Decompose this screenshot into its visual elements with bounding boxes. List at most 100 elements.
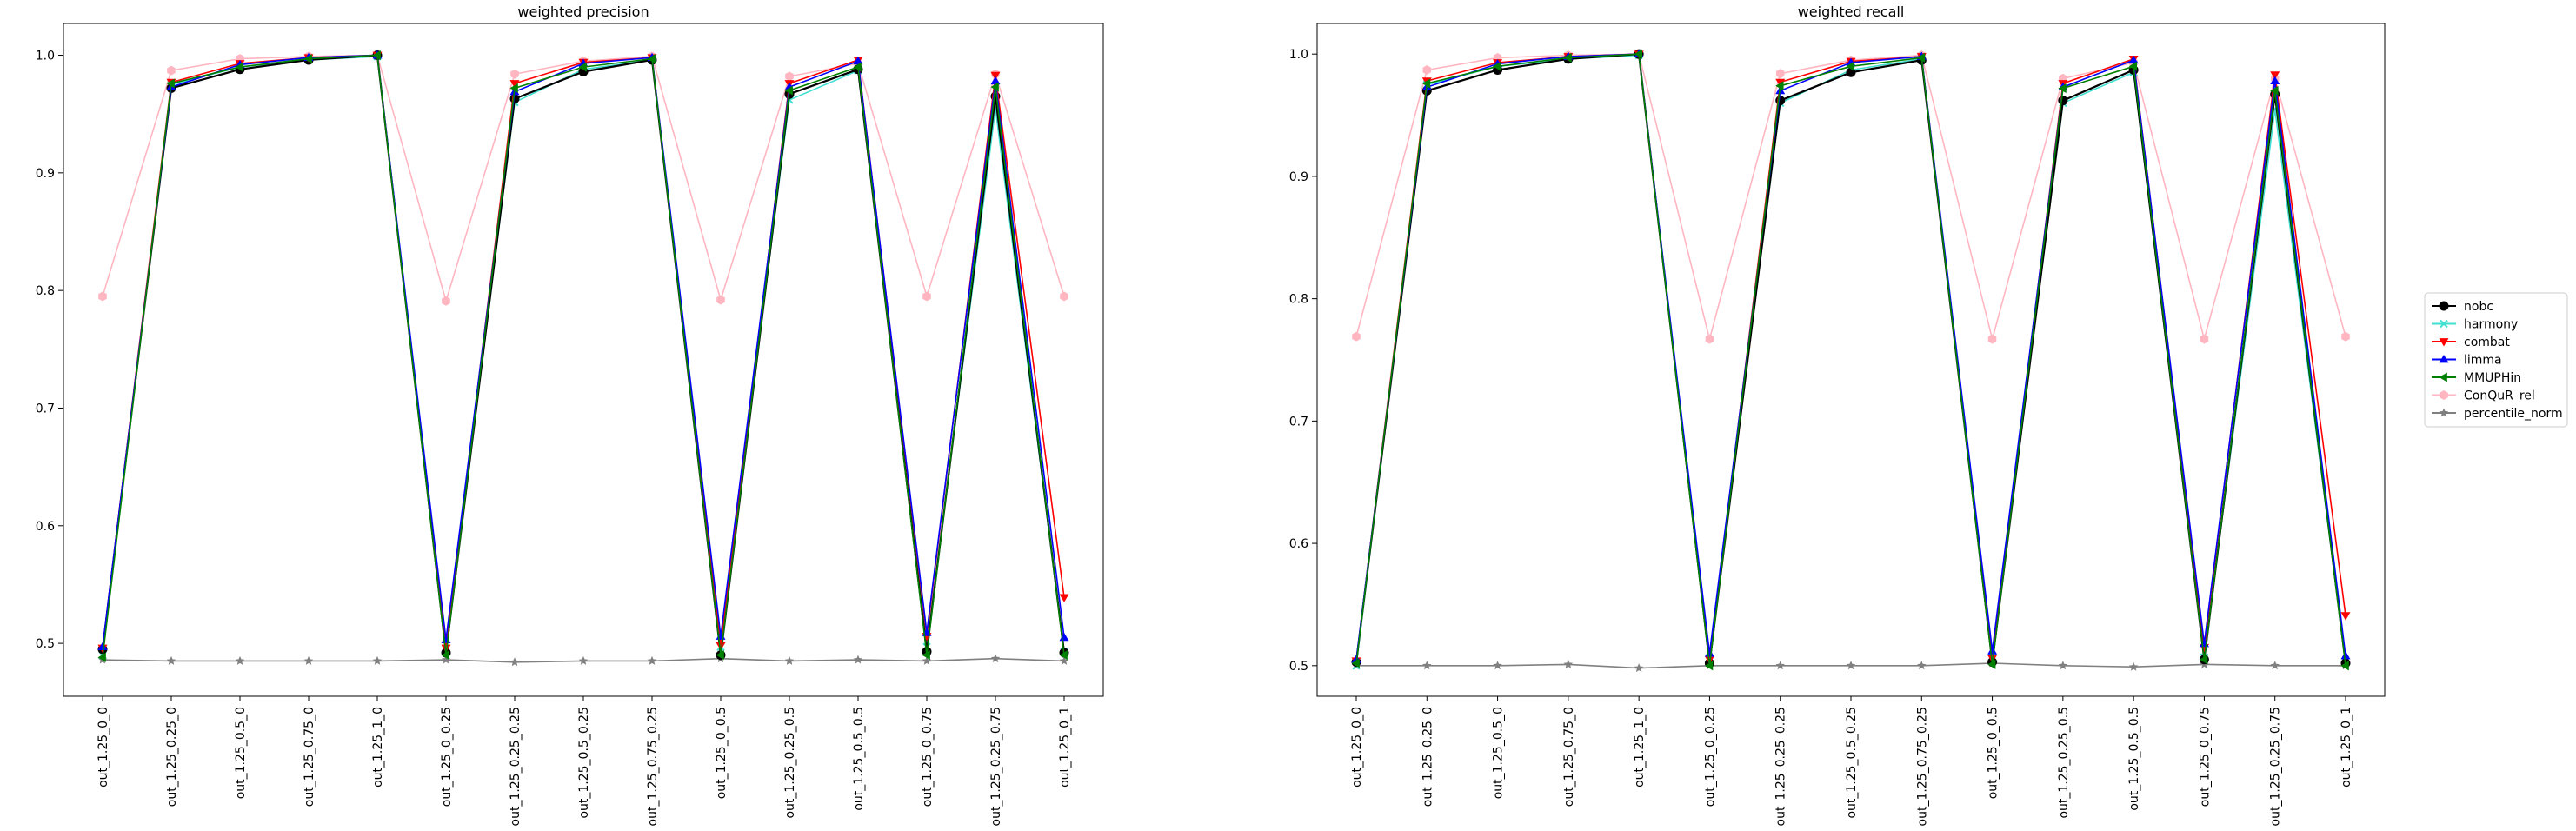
series-ConQuR_rel [98, 50, 1068, 306]
legend-marker [2439, 408, 2449, 417]
x-tick-label: out_1.25_1_0 [371, 707, 385, 788]
series-percentile_norm [97, 654, 1069, 667]
data-point [1846, 661, 1856, 670]
data-point [2200, 334, 2209, 344]
x-tick-label: out_1.25_0.5_0.5 [852, 707, 866, 811]
data-point [2058, 96, 2068, 106]
x-tick-label: out_1.25_0_1 [2340, 707, 2353, 788]
data-point [2270, 661, 2280, 670]
data-point [784, 85, 793, 96]
data-point [2340, 612, 2351, 621]
data-point [2199, 655, 2208, 665]
x-tick-label: out_1.25_0.25_0.75 [2269, 707, 2283, 826]
data-point [1916, 52, 1926, 63]
legend-entry-nobc: nobc [2432, 300, 2493, 314]
data-point [1846, 61, 1854, 71]
data-point [2058, 661, 2068, 670]
data-point [2340, 651, 2351, 660]
x-tick-label: out_1.25_0.75_0.25 [1915, 707, 1929, 826]
data-point [97, 642, 108, 651]
data-point [1776, 69, 1785, 79]
data-point [784, 655, 795, 665]
series-line [1355, 53, 2346, 666]
chart-title: weighted recall [1798, 3, 1905, 20]
y-tick-label: 0.9 [1289, 170, 1308, 184]
x-tick-label: out_1.25_0.75_0 [1562, 707, 1576, 807]
y-tick-label: 0.5 [1289, 660, 1308, 674]
legend-box [2424, 292, 2568, 428]
data-point [2270, 76, 2280, 84]
data-point [2128, 661, 2139, 671]
series-harmony [1352, 50, 2350, 670]
data-point [716, 650, 724, 661]
data-point [1634, 663, 1644, 673]
data-point [509, 83, 518, 93]
data-point [1352, 331, 1361, 342]
data-point [442, 296, 450, 306]
x-tick-label: out_1.25_0_0.75 [2198, 707, 2212, 807]
x-tick-label: out_1.25_0.25_0 [1421, 707, 1434, 807]
data-point [2270, 85, 2279, 96]
legend-label: ConQuR_rel [2464, 389, 2535, 403]
legend-entry-percentile_norm: percentile_norm [2432, 407, 2563, 421]
data-point [2128, 61, 2137, 71]
data-point [509, 657, 520, 667]
y-tick-label: 0.5 [36, 637, 55, 651]
y-tick-label: 0.8 [36, 284, 55, 298]
data-point [441, 650, 449, 661]
data-point [1704, 661, 1714, 671]
series-line [102, 54, 1065, 658]
data-point [98, 291, 107, 302]
series-line [102, 54, 1065, 304]
x-tick-label: out_1.25_0_0.75 [921, 707, 935, 807]
data-point [1775, 661, 1785, 670]
chart-title: weighted precision [517, 3, 649, 20]
data-point [785, 71, 794, 82]
data-point [990, 71, 1001, 81]
series-line [101, 54, 1066, 655]
series-limma [97, 50, 1069, 651]
data-point [166, 655, 176, 665]
data-point [1493, 661, 1502, 670]
series-line [1355, 53, 2347, 664]
series-line [1355, 53, 2346, 660]
data-point [167, 65, 176, 76]
plot-frame [63, 23, 1104, 697]
x-tick-label: out_1.25_0.5_0.25 [1845, 707, 1859, 819]
series-combat [97, 51, 1069, 654]
legend-label: combat [2464, 336, 2510, 349]
series-ConQuR_rel [1352, 49, 2350, 344]
data-point [372, 50, 381, 61]
series-line [1355, 53, 2346, 661]
data-point [441, 655, 451, 664]
data-point [235, 62, 243, 72]
legend-marker [2439, 372, 2447, 382]
legend-entry-harmony: harmony [2432, 318, 2518, 332]
x-tick-label: out_1.25_0.25_0.25 [1774, 707, 1788, 826]
data-point [2340, 661, 2349, 671]
data-point [1493, 61, 1501, 71]
x-tick-label: out_1.25_0.5_0.25 [577, 707, 591, 819]
y-tick-label: 0.8 [1289, 293, 1308, 307]
x-tick-label: out_1.25_0.25_0.75 [989, 707, 1003, 826]
data-point [1987, 659, 1996, 669]
data-point [853, 655, 863, 664]
data-point [1775, 78, 1786, 88]
y-tick-label: 1.0 [36, 50, 55, 63]
x-tick-label: out_1.25_0.25_0 [165, 707, 179, 807]
legend-entry-MMUPHin: MMUPHin [2432, 371, 2521, 385]
data-point [1775, 81, 1784, 91]
series-nobc [1351, 49, 2351, 668]
data-point [1059, 594, 1069, 602]
x-tick-label: out_1.25_0.75_0.25 [646, 707, 660, 826]
legend: nobc harmony combat limma MMUPHin ConQuR_relp… [2424, 292, 2568, 428]
legend-label: limma [2464, 354, 2502, 368]
data-point [647, 655, 657, 665]
data-point [1421, 78, 1431, 89]
data-point [510, 69, 519, 79]
data-point [853, 62, 862, 72]
data-point [1059, 655, 1069, 665]
y-tick-label: 0.7 [36, 402, 55, 416]
data-point [578, 655, 589, 665]
